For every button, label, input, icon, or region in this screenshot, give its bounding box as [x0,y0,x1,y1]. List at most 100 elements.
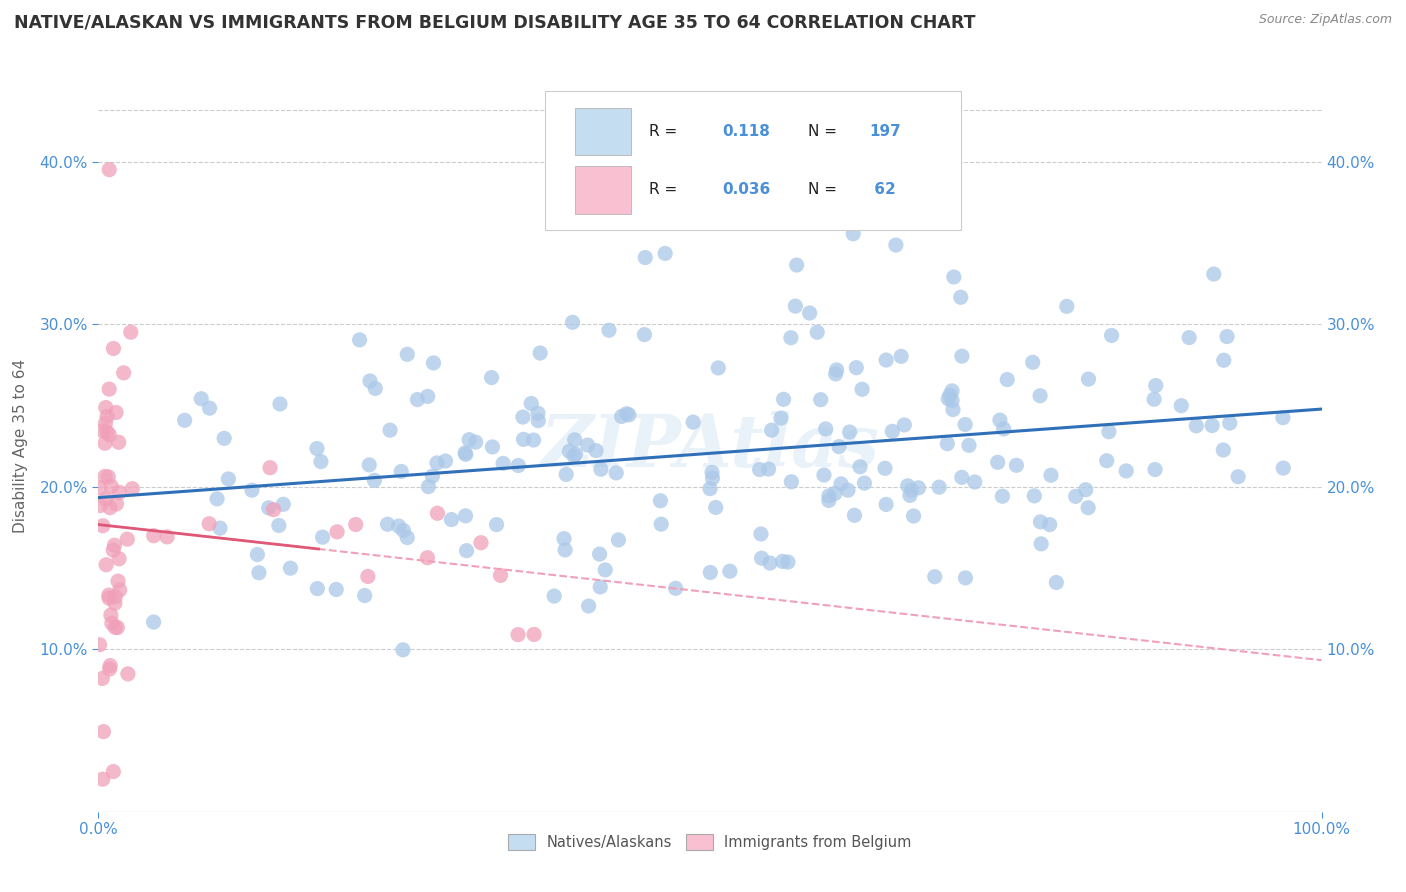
Point [1219,416,1241,430]
Point [246,548,269,562]
Point [1039,517,1062,532]
Y-axis label: Disability Age 35 to 64: Disability Age 35 to 64 [14,359,28,533]
Point [311,530,333,544]
Point [108,551,131,566]
Point [564,433,586,447]
Point [378,423,401,437]
Point [100,607,122,622]
Point [799,306,821,320]
Point [91,772,114,787]
Point [1045,575,1067,590]
Point [527,406,550,420]
Point [616,407,638,421]
Point [893,417,915,432]
Point [454,446,477,460]
Point [845,360,868,375]
Point [426,506,449,520]
Text: NATIVE/ALASKAN VS IMMIGRANTS FROM BELGIUM DISABILITY AGE 35 TO 64 CORRELATION CH: NATIVE/ALASKAN VS IMMIGRANTS FROM BELGIU… [14,13,976,31]
Point [392,643,415,657]
Point [1216,329,1239,343]
Point [700,466,723,480]
Text: 0.118: 0.118 [723,124,770,139]
Point [890,350,912,364]
Point [107,574,129,589]
Point [702,471,724,485]
Point [97,470,120,484]
Point [1005,458,1028,473]
Point [900,483,922,498]
Point [875,353,897,368]
Point [558,444,581,458]
Point [1074,483,1097,497]
Point [634,251,657,265]
Point [941,384,963,398]
Point [259,460,281,475]
Point [142,529,165,543]
Legend: Natives/Alaskans, Immigrants from Belgium: Natives/Alaskans, Immigrants from Belgiu… [502,828,918,855]
Point [785,299,807,313]
Point [875,497,897,511]
Point [94,436,117,450]
Point [94,492,117,507]
Point [991,489,1014,503]
Point [928,480,950,494]
Point [98,162,121,177]
Point [458,433,481,447]
Point [882,425,904,439]
Point [426,456,449,470]
Point [1024,489,1046,503]
Point [828,440,851,454]
Point [363,473,385,487]
Point [1144,462,1167,476]
Point [91,424,114,438]
Point [576,438,599,452]
Point [936,392,959,406]
Point [751,551,773,566]
Point [1021,355,1043,369]
Point [903,508,925,523]
Point [94,469,117,483]
Bar [575,166,630,214]
Point [987,455,1010,469]
Point [898,488,921,502]
Text: R =: R = [648,124,682,139]
Point [257,500,280,515]
Point [555,467,578,482]
Point [554,543,576,558]
Point [434,454,457,468]
Point [564,447,586,461]
Point [344,517,367,532]
Point [357,569,380,583]
Point [94,558,117,572]
Point [305,442,328,456]
Point [392,524,415,538]
Point [108,582,131,597]
Point [817,493,839,508]
Point [1212,353,1234,368]
Point [824,367,846,381]
Point [718,564,741,578]
Point [957,438,980,452]
Point [481,440,503,454]
Point [377,517,399,532]
Point [589,580,612,594]
Point [1077,372,1099,386]
Point [779,331,801,345]
Point [824,486,846,500]
Point [873,461,896,475]
Text: 197: 197 [869,124,901,139]
Point [359,374,381,388]
Point [492,457,515,471]
Point [89,638,111,652]
Point [520,396,543,410]
Point [156,530,179,544]
Point [389,465,412,479]
Point [396,531,419,545]
Point [1144,378,1167,392]
Point [325,582,347,597]
Point [589,462,612,476]
Point [837,483,859,498]
Point [104,590,127,604]
Point [963,475,986,489]
Point [105,497,128,511]
